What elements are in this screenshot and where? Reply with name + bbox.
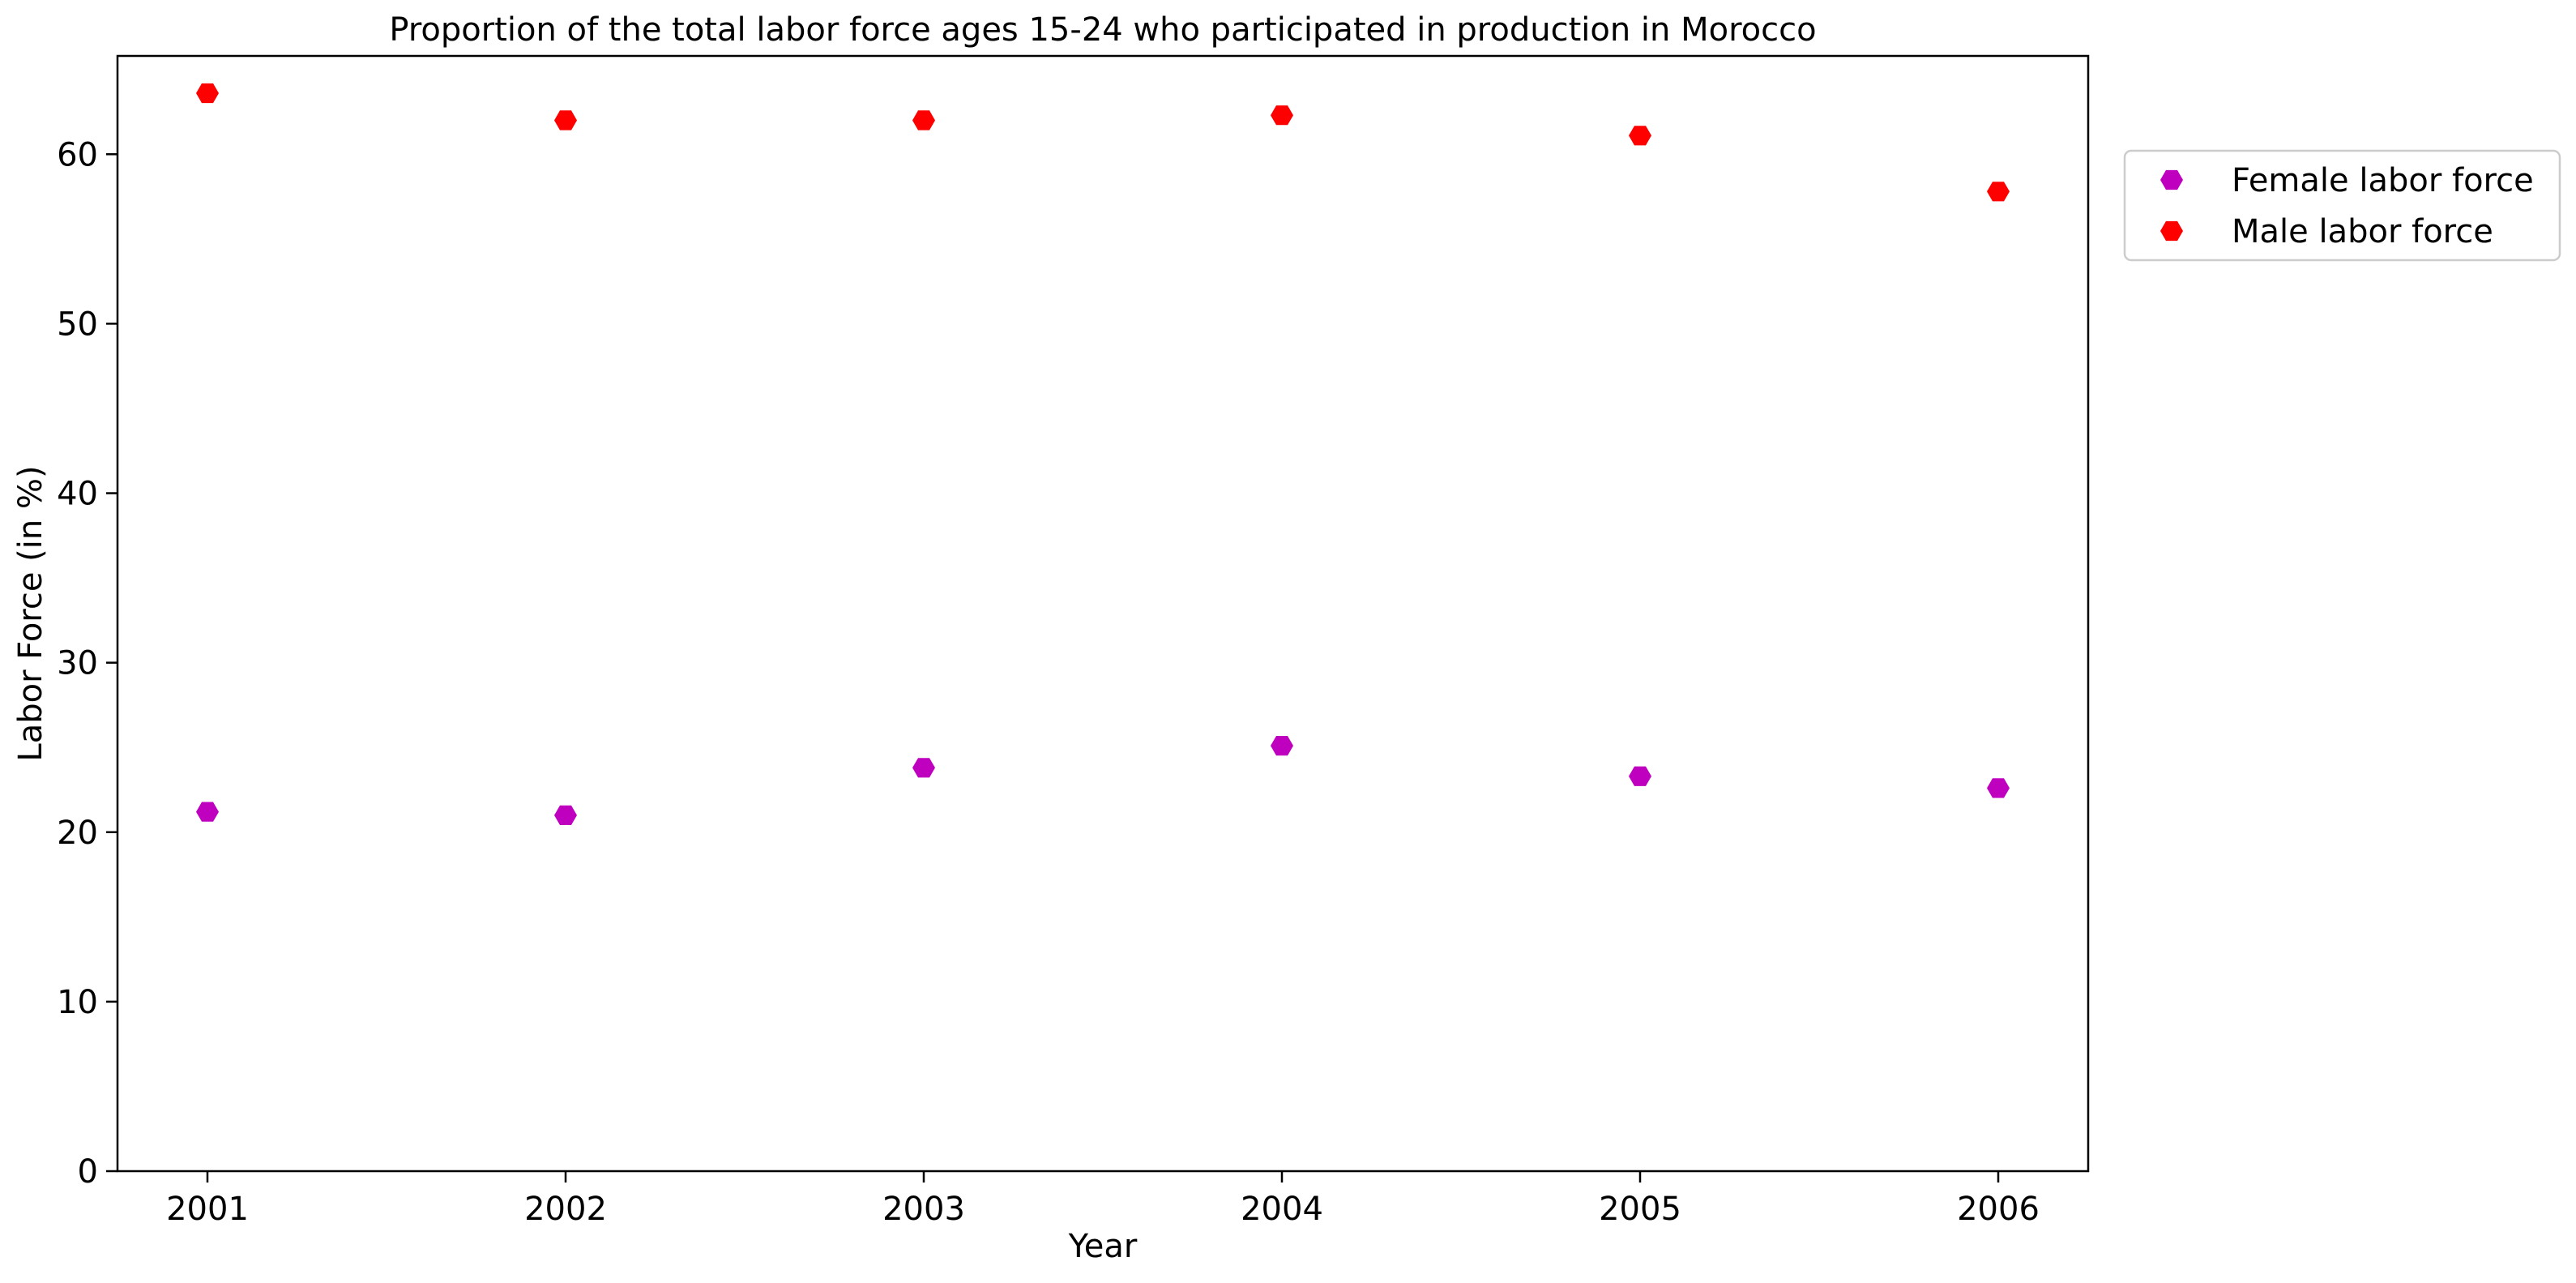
female-labor-force-point-2005	[1629, 766, 1651, 786]
female-labor-force-legend-marker	[2160, 169, 2183, 190]
plot-frame	[116, 54, 2090, 1173]
axes-layer: 0 10 20 30 40 50 60 2001 2002 2003 2004 2005 2006	[57, 136, 2040, 1228]
x-tick-label: 2005	[1599, 1191, 1681, 1228]
legend-frame	[2123, 149, 2561, 262]
male-labor-force-point-2001	[196, 83, 219, 104]
y-axis-label: Labor Force (in %)	[12, 465, 49, 761]
y-tick-label: 20	[57, 815, 98, 852]
legend-label: Female labor force	[2232, 162, 2534, 199]
y-tick-label: 30	[57, 645, 98, 682]
male-labor-force-point-2003	[912, 110, 935, 130]
y-tick-label: 40	[57, 476, 98, 513]
x-axis-label: Year	[1068, 1228, 1138, 1265]
marks-layer	[196, 83, 2010, 825]
x-tick-label: 2004	[1241, 1191, 1323, 1228]
male-labor-force-point-2004	[1271, 105, 1293, 126]
female-labor-force-point-2006	[1987, 778, 2010, 798]
x-tick-label: 2003	[882, 1191, 965, 1228]
y-tick-label: 0	[78, 1153, 98, 1191]
female-labor-force-point-2003	[912, 758, 935, 778]
male-labor-force-point-2002	[554, 110, 577, 130]
x-tick-label: 2002	[524, 1191, 607, 1228]
x-tick-label: 2006	[1957, 1191, 2040, 1228]
legend-label: Male labor force	[2232, 213, 2493, 250]
male-labor-force-point-2006	[1987, 182, 2010, 202]
x-tick-label: 2001	[166, 1191, 249, 1228]
male-labor-force-point-2005	[1629, 126, 1651, 146]
female-labor-force-point-2001	[196, 802, 219, 822]
y-tick-label: 60	[57, 136, 98, 173]
female-labor-force-point-2004	[1271, 736, 1293, 756]
legend: Female labor force Male labor force	[2123, 149, 2561, 262]
y-tick-label: 50	[57, 306, 98, 343]
y-tick-label: 10	[57, 984, 98, 1021]
chart-title: Proportion of the total labor force ages…	[389, 11, 1816, 49]
male-labor-force-legend-marker	[2160, 220, 2183, 242]
female-labor-force-point-2002	[554, 805, 577, 825]
